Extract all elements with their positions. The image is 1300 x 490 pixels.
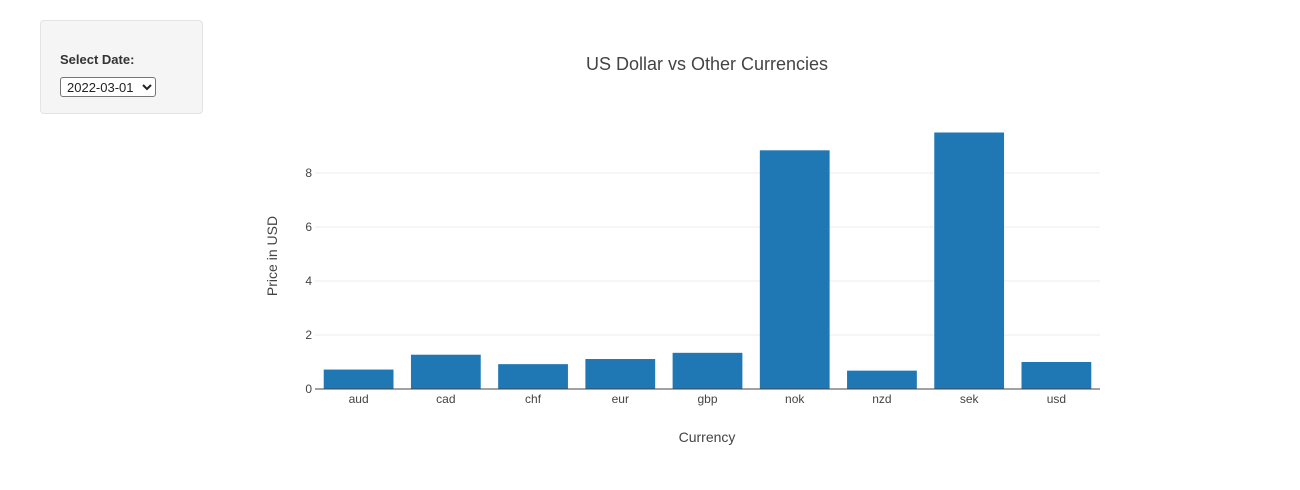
x-tick-label: gbp <box>697 392 717 406</box>
y-tick-label: 8 <box>305 166 312 180</box>
bar-gbp <box>672 352 743 389</box>
x-axis-title: Currency <box>679 429 736 445</box>
x-tick-label: sek <box>960 392 980 406</box>
bar-chf <box>498 364 568 389</box>
bar-nok <box>759 150 830 389</box>
bar-usd <box>1021 362 1092 389</box>
bars <box>323 132 1092 389</box>
bar-cad <box>410 354 481 389</box>
axes: 0 2 4 6 8 aud cad chf eur gbp nok nzd sek usd <box>305 166 1100 406</box>
date-select[interactable]: 2022-03-01 <box>60 77 156 97</box>
y-tick-label: 4 <box>305 274 312 288</box>
x-tick-label: nok <box>785 392 805 406</box>
x-tick-label: nzd <box>872 392 891 406</box>
y-axis-title: Price in USD <box>264 216 280 296</box>
bar-sek <box>934 132 1005 389</box>
chart-title: US Dollar vs Other Currencies <box>586 54 828 74</box>
x-tick-label: cad <box>436 392 455 406</box>
x-tick-label: chf <box>525 392 542 406</box>
x-tick-label: usd <box>1047 392 1066 406</box>
x-tick-label: aud <box>349 392 369 406</box>
x-tick-label: eur <box>612 392 629 406</box>
y-tick-label: 2 <box>305 328 312 342</box>
y-tick-label: 0 <box>305 382 312 396</box>
date-control-panel: Select Date: 2022-03-01 <box>40 20 203 114</box>
date-select-label: Select Date: <box>60 52 135 67</box>
y-tick-label: 6 <box>305 220 312 234</box>
bar-eur <box>585 359 656 389</box>
bar-nzd <box>847 370 917 389</box>
bar-aud <box>323 369 394 389</box>
